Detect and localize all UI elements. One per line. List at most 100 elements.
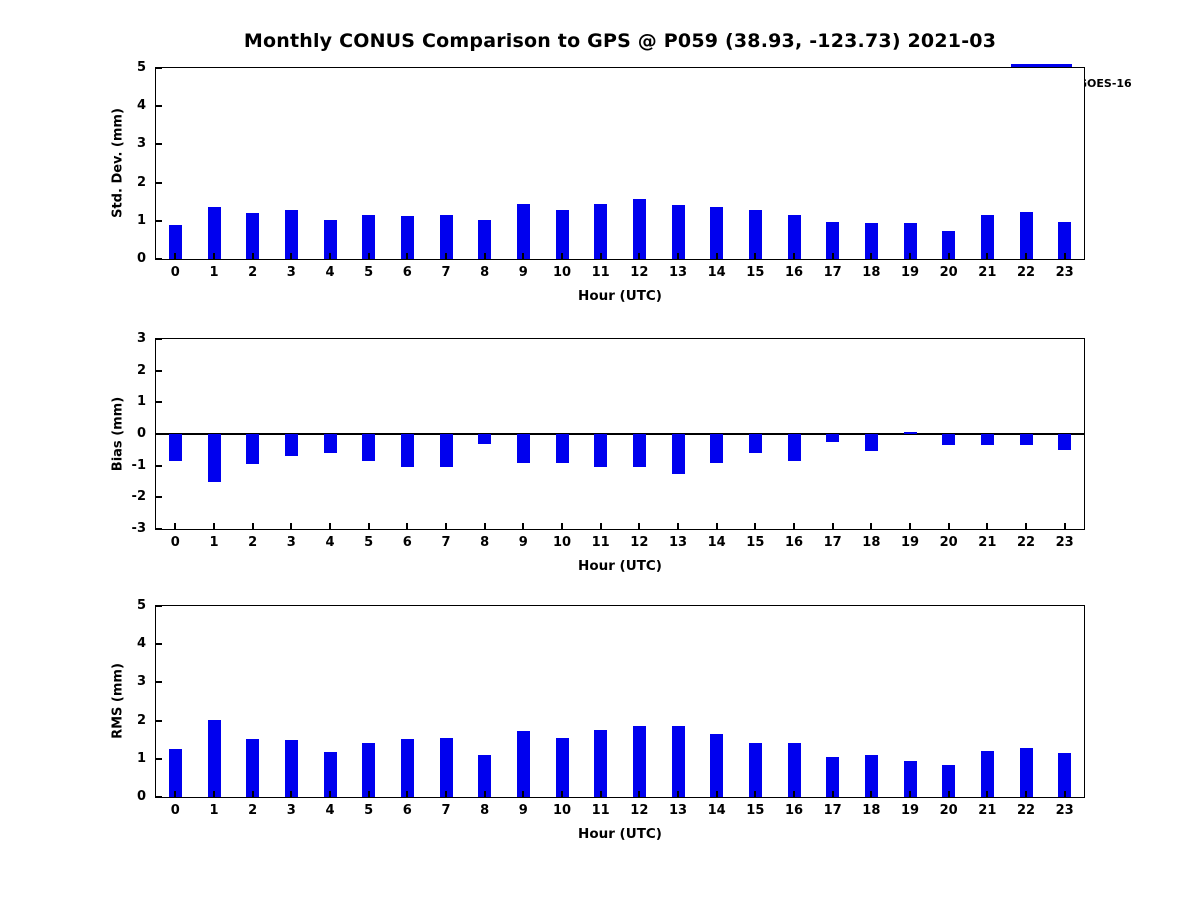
x-tick-label: 10 — [552, 535, 572, 550]
x-tick-label: 5 — [364, 535, 374, 550]
bar-hour-13 — [671, 434, 685, 474]
x-tick-label: 19 — [900, 265, 920, 280]
bar-hour-7 — [439, 215, 453, 259]
y-tick-mark — [156, 528, 162, 530]
bar-hour-9 — [516, 434, 530, 463]
x-tick-label: 12 — [630, 265, 649, 280]
x-tick-mark — [986, 523, 989, 529]
x-tick-label: 9 — [518, 265, 528, 280]
y-tick-label: 3 — [136, 674, 146, 690]
x-tick-label: 11 — [591, 535, 610, 550]
x-tick-mark — [290, 791, 293, 797]
bar-hour-8 — [478, 434, 492, 444]
y-tick-label: 2 — [136, 362, 146, 378]
bar-hour-0 — [168, 224, 182, 259]
bias-xaxis-label: Hour (UTC) — [578, 558, 662, 574]
x-tick-mark — [213, 523, 215, 529]
x-tick-mark — [251, 791, 254, 797]
legend-label: GOES-16 — [1078, 76, 1132, 90]
x-tick-label: 1 — [209, 803, 219, 818]
x-tick-mark — [986, 791, 989, 797]
x-tick-label: 23 — [1055, 265, 1074, 280]
bar-hour-6 — [400, 216, 414, 259]
stddev-axis-label: Std. Dev. (mm) — [110, 108, 126, 218]
x-tick-label: 4 — [325, 803, 335, 818]
x-tick-mark — [599, 253, 602, 259]
x-tick-mark — [986, 253, 989, 259]
bar-hour-6 — [400, 434, 414, 468]
bar-hour-10 — [555, 737, 569, 797]
bar-hour-5 — [362, 215, 376, 259]
y-tick-label: 0 — [136, 251, 146, 266]
bar-hour-1 — [207, 719, 221, 797]
x-tick-mark — [406, 523, 409, 529]
bar-hour-2 — [246, 738, 260, 797]
y-tick-mark — [156, 401, 162, 404]
bar-hour-13 — [671, 726, 685, 797]
y-tick-mark — [156, 143, 162, 146]
x-tick-label: 2 — [248, 803, 258, 818]
x-tick-mark — [329, 523, 331, 529]
x-tick-mark — [251, 523, 254, 529]
x-tick-label: 2 — [248, 535, 258, 550]
x-tick-label: 13 — [668, 535, 688, 550]
bar-hour-5 — [362, 742, 376, 797]
x-tick-label: 9 — [518, 803, 528, 818]
bar-hour-3 — [284, 434, 298, 457]
bar-hour-21 — [980, 434, 994, 446]
bar-hour-23 — [1058, 434, 1072, 450]
y-tick-mark — [156, 681, 162, 684]
y-tick-mark — [156, 757, 162, 760]
bar-hour-19 — [903, 431, 917, 434]
x-tick-mark — [599, 523, 602, 529]
figure-title: Monthly CONUS Comparison to GPS @ P059 (… — [243, 30, 997, 52]
x-tick-label: 1 — [209, 265, 219, 280]
bar-hour-22 — [1019, 748, 1033, 797]
x-tick-mark — [870, 791, 873, 797]
bar-hour-18 — [864, 222, 878, 259]
x-tick-label: 12 — [630, 535, 649, 550]
bar-hour-14 — [710, 434, 724, 463]
x-tick-label: 17 — [823, 535, 842, 550]
x-tick-label: 13 — [668, 803, 688, 818]
x-tick-label: 18 — [862, 535, 881, 550]
x-tick-mark — [1063, 791, 1066, 797]
y-tick-mark — [156, 605, 162, 607]
bar-hour-11 — [594, 434, 608, 468]
x-tick-mark — [483, 791, 486, 797]
y-tick-label: -1 — [131, 457, 146, 473]
x-tick-label: 22 — [1016, 535, 1036, 550]
x-tick-label: 16 — [784, 265, 804, 280]
bar-hour-19 — [903, 222, 917, 259]
x-tick-mark — [522, 523, 525, 529]
x-tick-label: 10 — [552, 265, 572, 280]
x-tick-mark — [599, 791, 602, 797]
bar-hour-17 — [826, 221, 840, 259]
x-tick-label: 1 — [209, 535, 219, 550]
x-tick-label: 13 — [668, 265, 688, 280]
x-tick-label: 15 — [746, 265, 765, 280]
x-tick-label: 10 — [552, 803, 572, 818]
bar-hour-4 — [323, 220, 337, 259]
x-tick-label: 21 — [978, 535, 997, 550]
x-tick-label: 3 — [286, 535, 296, 550]
bar-hour-16 — [787, 742, 801, 797]
x-tick-label: 21 — [978, 803, 997, 818]
bar-hour-11 — [594, 204, 608, 259]
stddev-plot: 0 1 2 3 4 5 0 1 2 3 4 5 6 7 8 9 10 11 12 13 14 15 16 17 18 19 20 21… — [137, 60, 1085, 280]
bar-hour-0 — [168, 749, 182, 797]
x-tick-label: 17 — [823, 803, 842, 818]
x-tick-label: 19 — [900, 803, 920, 818]
bar-hour-18 — [864, 754, 878, 797]
x-tick-mark — [1063, 253, 1066, 259]
y-tick-mark — [156, 643, 162, 646]
x-tick-label: 22 — [1016, 803, 1036, 818]
bar-hour-14 — [710, 207, 724, 259]
y-tick-label: 2 — [136, 174, 146, 190]
x-tick-mark — [445, 523, 447, 529]
bar-hour-12 — [632, 434, 646, 468]
x-tick-mark — [445, 791, 447, 797]
y-tick-label: 5 — [136, 60, 146, 75]
x-tick-label: 4 — [325, 535, 335, 550]
